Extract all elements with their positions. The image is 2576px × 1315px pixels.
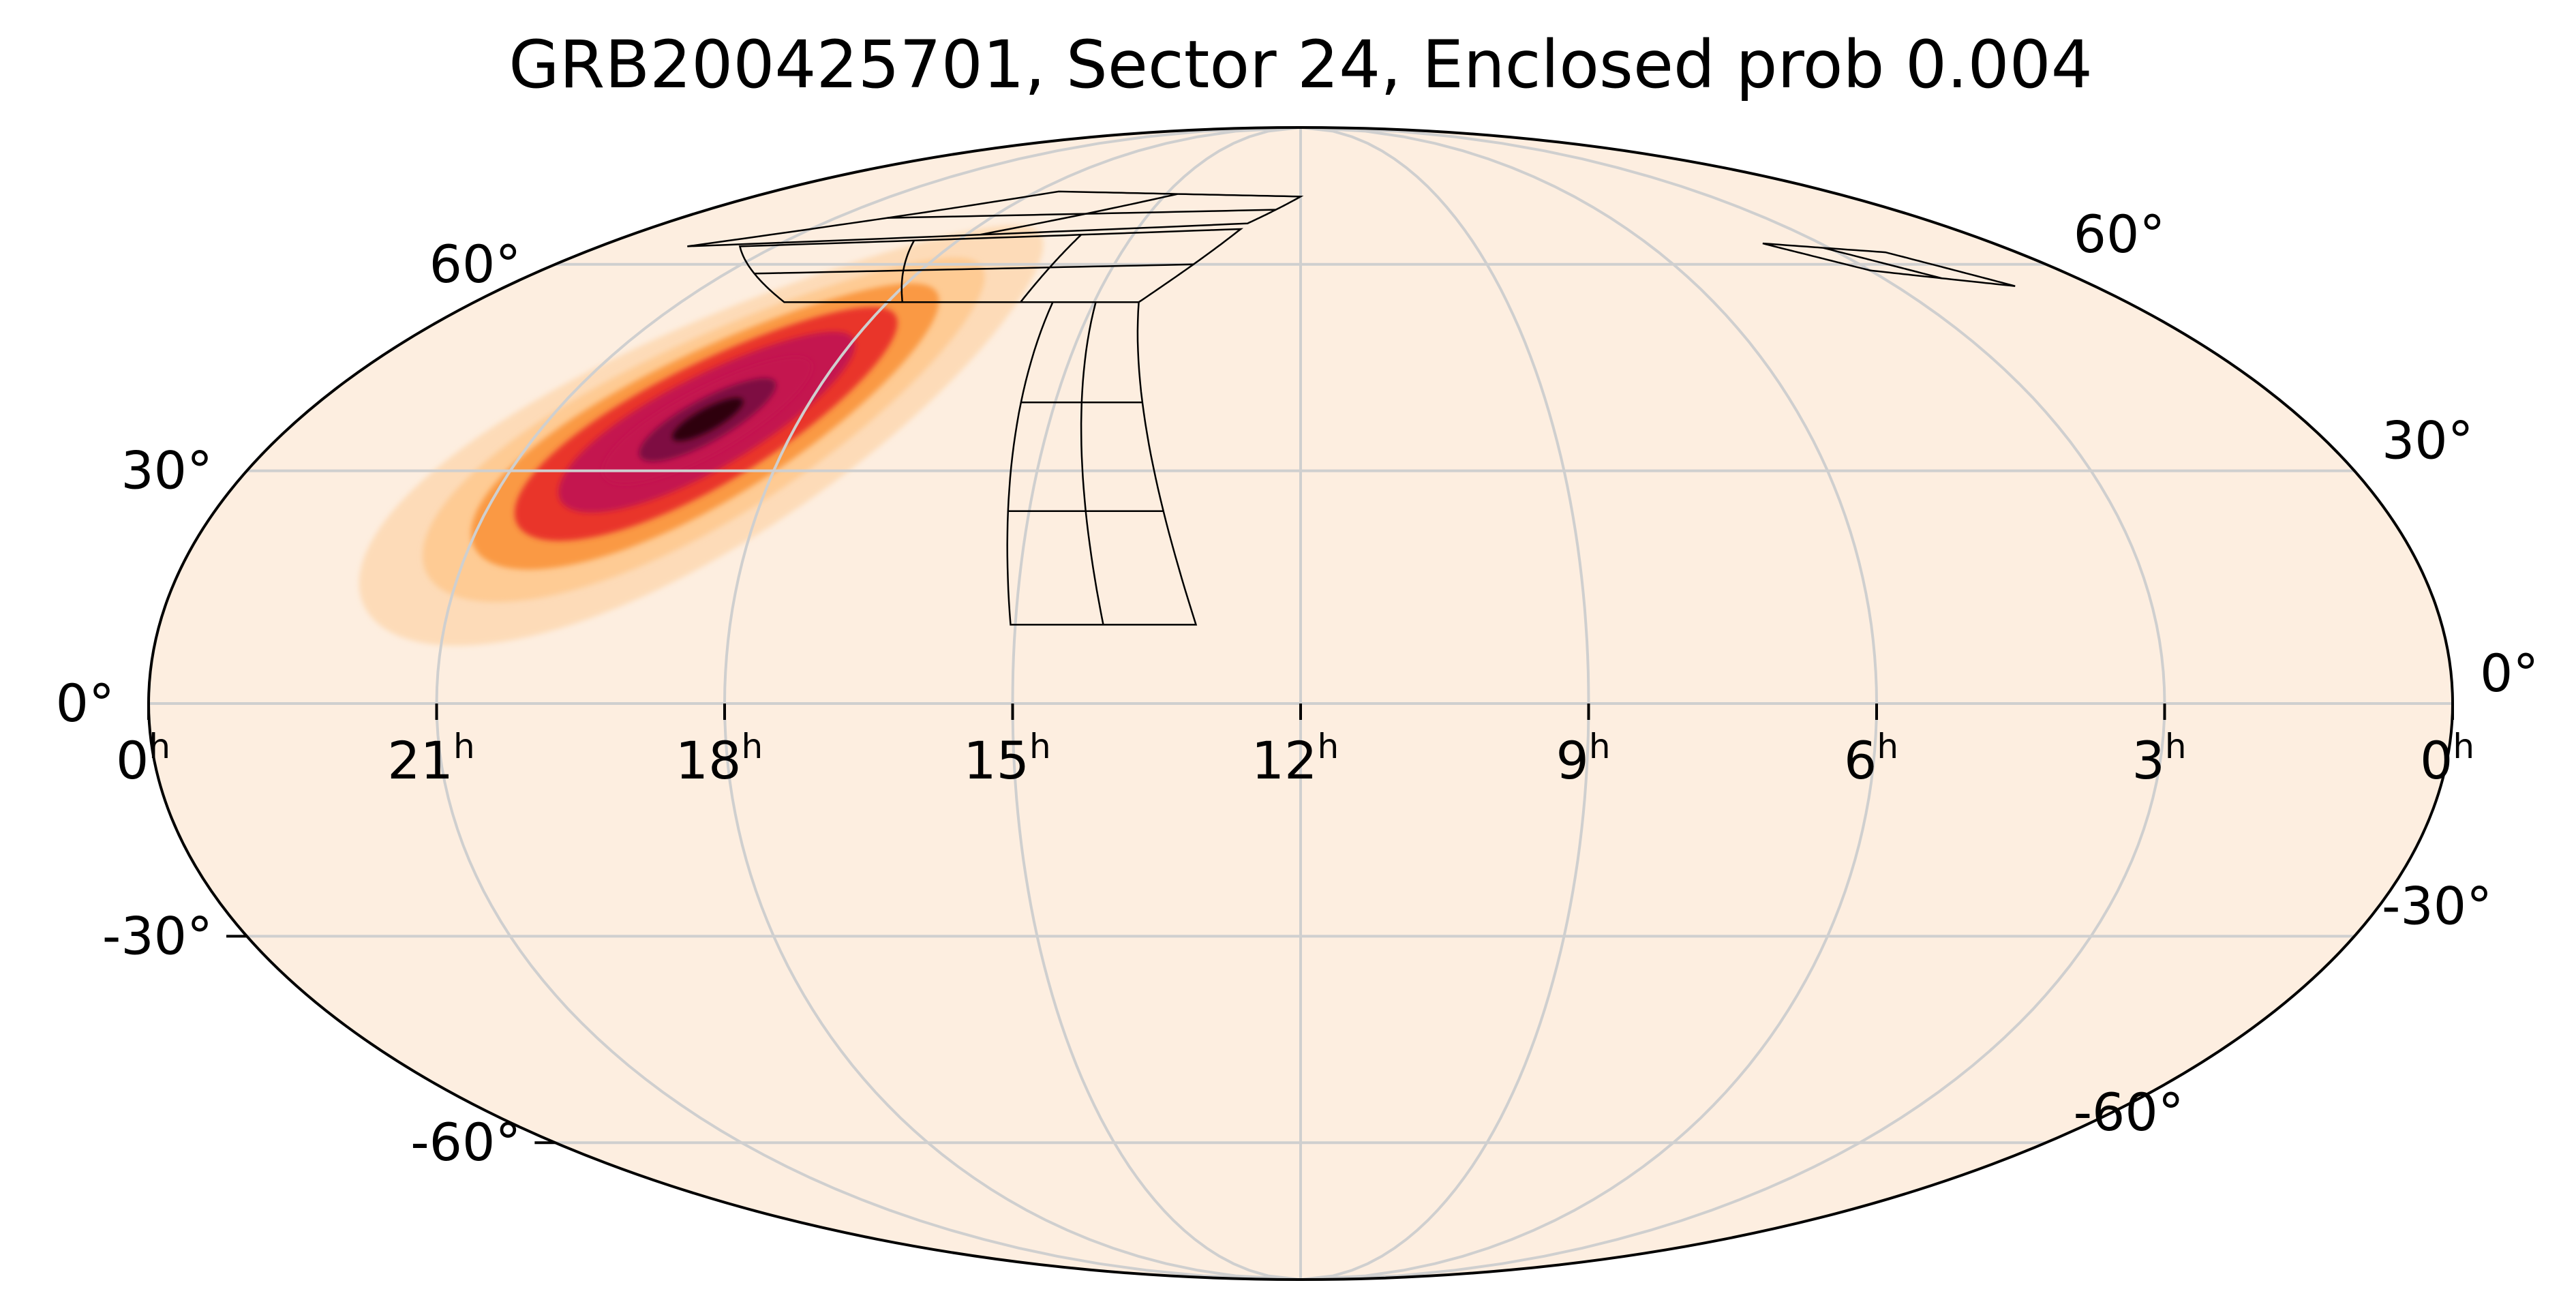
ccd-col-divider <box>980 193 1178 236</box>
camera-2 <box>738 228 1244 303</box>
coordinate-grid <box>149 127 2453 1280</box>
ra-tick-label: 0h <box>2420 727 2474 791</box>
axis-labels: 0h 21h 18h 15h 12h 9h 6h 3h 0h60°30°0°-30°-60°60… <box>56 204 2539 1173</box>
camera-1 <box>1006 301 1198 626</box>
camera-outline <box>687 190 1304 247</box>
ccd-col-divider <box>900 240 915 303</box>
ccd-row-divider <box>754 263 1194 275</box>
ccd-col-divider <box>1080 301 1104 625</box>
dec-tick-label-right: 0° <box>2480 643 2539 704</box>
camera-3 <box>1762 242 2016 287</box>
ccd-col-divider <box>1823 247 1942 279</box>
dec-tick-label-left: 30° <box>121 440 213 501</box>
ra-tick-label: 21h <box>387 727 474 791</box>
dec-tick-label-right: -30° <box>2382 875 2492 936</box>
probability-map <box>359 225 1044 646</box>
probability-contour-7 <box>672 397 744 441</box>
ra-tick-label: 0h <box>116 727 170 791</box>
dec-tick-label-right: 60° <box>2074 204 2166 264</box>
dec-tick-label-right: -60° <box>2074 1082 2184 1143</box>
axis-ticks <box>147 704 2454 1145</box>
dec-tick-label-left: -60° <box>410 1112 521 1173</box>
ccd-col-divider <box>1020 234 1082 303</box>
dec-tick-label-right: 30° <box>2382 410 2474 471</box>
sector-footprint <box>687 190 2016 626</box>
camera-outline <box>1762 242 2016 287</box>
chart-title: GRB200425701, Sector 24, Enclosed prob 0… <box>509 27 2093 103</box>
camera-4 <box>687 190 1304 247</box>
dec-tick-label-left: 60° <box>429 234 521 294</box>
dec-tick-label-left: 0° <box>56 673 115 734</box>
dec-tick-label-left: -30° <box>102 905 213 966</box>
